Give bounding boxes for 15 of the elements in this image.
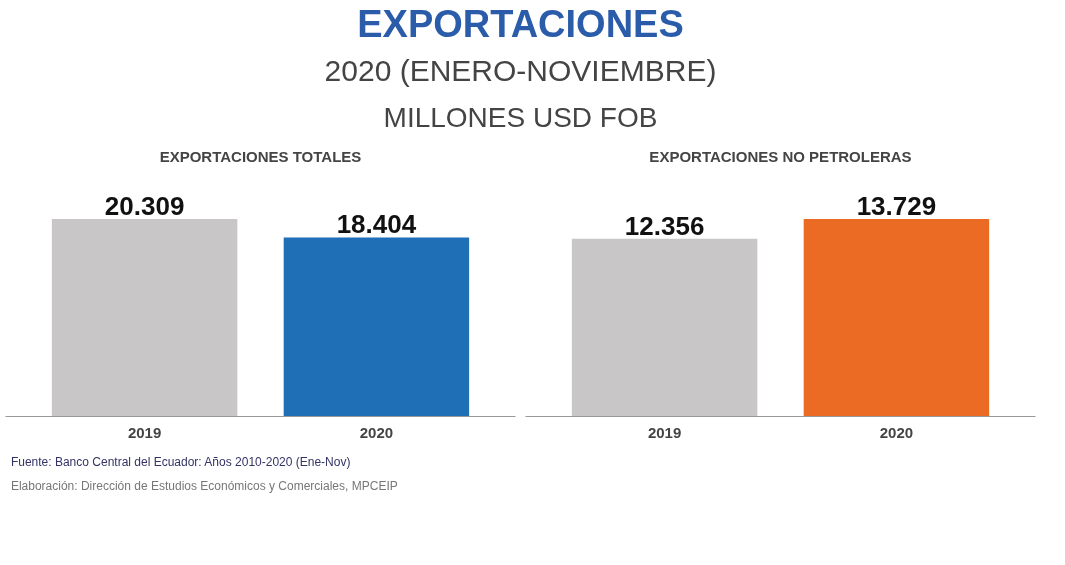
source-note: Fuente: Banco Central del Ecuador: Años 2010-2020 (Ene-Nov) — [10, 454, 351, 469]
x-tick-label: 2020 — [359, 423, 394, 441]
text: MILLONES USD FOB — [383, 101, 658, 133]
text: 2020 (ENERO-NOVIEMBRE) — [324, 54, 717, 87]
x-tick-label: 2020 — [879, 423, 914, 441]
data-label: 13.729 — [856, 190, 937, 221]
x-tick-label: 2019 — [647, 423, 682, 441]
text: EXPORTACIONES — [357, 2, 684, 45]
chart-title: EXPORTACIONES TOTALES — [159, 147, 362, 165]
data-label: 12.356 — [624, 210, 705, 241]
text: Elaboración: Dirección de Estudios Económicos y Comerciales, MPCEIP — [10, 478, 398, 493]
data-label: 18.404 — [336, 209, 417, 240]
x-tick-label: 2019 — [127, 423, 162, 441]
data-label: 20.309 — [104, 190, 185, 221]
chart-title: EXPORTACIONES NO PETROLERAS — [649, 147, 912, 165]
